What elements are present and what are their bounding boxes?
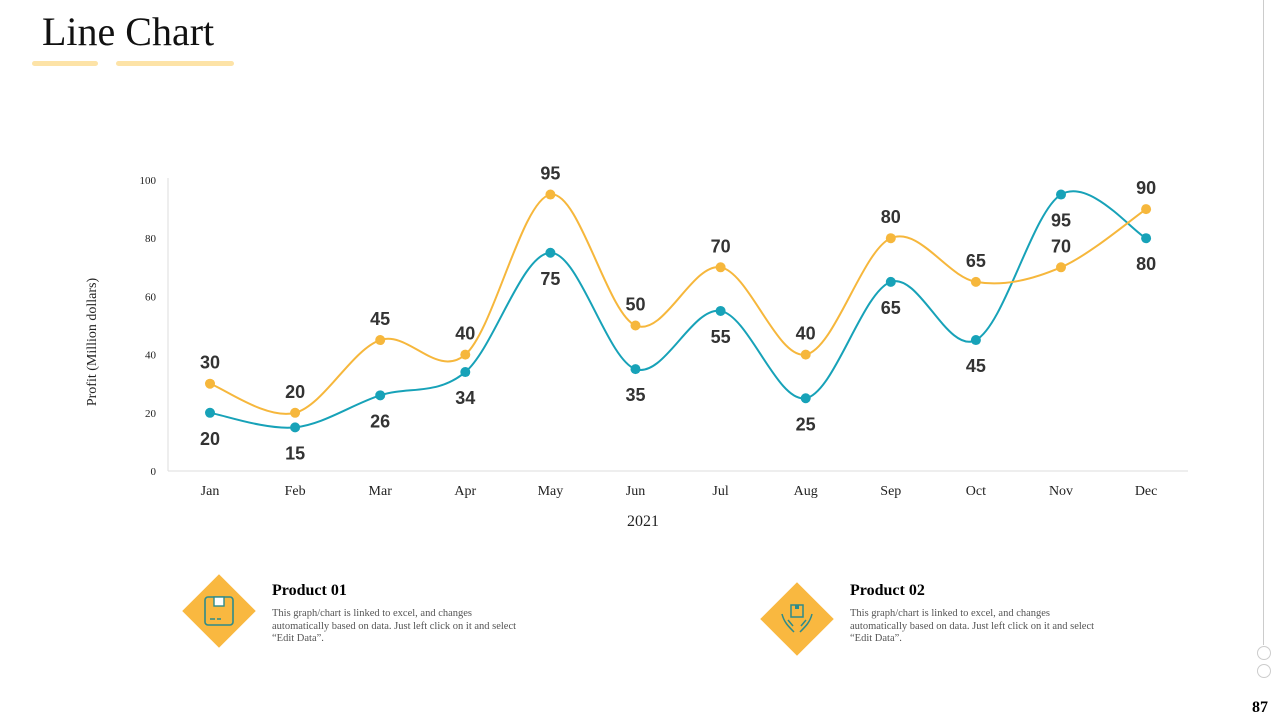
page-number: 87 [1252, 699, 1268, 716]
data-label: 45 [966, 356, 986, 376]
x-tick-label: May [538, 484, 564, 499]
data-point [375, 390, 386, 401]
x-tick-label: Jun [626, 484, 645, 499]
product-description: This graph/chart is linked to excel, and… [272, 608, 517, 644]
data-point [1141, 204, 1152, 215]
data-point [885, 233, 896, 244]
data-label: 95 [540, 164, 560, 184]
box-icon [204, 596, 234, 626]
data-label: 40 [796, 324, 816, 344]
x-tick-label: Aug [794, 484, 818, 499]
data-point [545, 247, 556, 258]
data-label: 20 [200, 429, 220, 449]
y-tick-label: 100 [140, 175, 157, 187]
data-point [1056, 189, 1066, 200]
x-tick-label: Jan [201, 484, 220, 499]
y-axis-label: Profit (Million dollars) [85, 278, 100, 407]
product-description: This graph/chart is linked to excel, and… [850, 608, 1095, 644]
data-label: 90 [1136, 178, 1156, 198]
series-line-2 [209, 193, 1147, 415]
data-label: 25 [796, 414, 816, 434]
data-label: 80 [881, 207, 901, 227]
data-label: 65 [966, 251, 986, 271]
data-label: 35 [625, 385, 645, 405]
data-point [630, 320, 641, 331]
y-tick-label: 80 [145, 233, 157, 245]
nav-dot[interactable] [1257, 664, 1271, 678]
product-title: Product 02 [850, 582, 925, 599]
data-point [1056, 262, 1066, 273]
x-tick-label: Apr [454, 484, 476, 499]
data-point [800, 349, 811, 360]
y-tick-label: 40 [145, 350, 157, 362]
x-axis-label: 2021 [627, 513, 659, 530]
data-point [715, 262, 726, 273]
line-chart: 0 20 40 60 80 100 Jan Feb Mar Apr May Jun Jul Aug Sep O… [85, 164, 1188, 530]
series-line-1 [209, 190, 1147, 429]
data-label: 45 [370, 309, 390, 329]
data-label: 34 [455, 388, 475, 408]
data-point [1141, 233, 1152, 244]
data-label: 65 [881, 298, 901, 318]
side-divider [1263, 0, 1264, 645]
data-label: 80 [1136, 254, 1156, 274]
title-underline [32, 61, 98, 66]
product-title: Product 01 [272, 582, 347, 599]
data-point [290, 407, 301, 418]
data-point [970, 276, 981, 287]
x-tick-label: Oct [966, 484, 986, 499]
data-label: 40 [455, 324, 475, 344]
nav-dot[interactable] [1257, 646, 1271, 660]
x-tick-label: Jul [712, 484, 728, 499]
data-label: 70 [1051, 236, 1071, 256]
data-label: 50 [625, 295, 645, 315]
y-tick-label: 20 [145, 408, 157, 420]
x-tick-label: Mar [369, 484, 393, 499]
data-point [375, 335, 386, 346]
hands-box-icon [781, 604, 813, 633]
data-label: 20 [285, 382, 305, 402]
data-point [205, 407, 215, 418]
data-label: 70 [711, 236, 731, 256]
data-point [885, 276, 896, 287]
data-label: 95 [1051, 211, 1071, 231]
x-tick-label: Sep [880, 484, 901, 499]
data-label: 15 [285, 443, 305, 463]
data-point [460, 349, 471, 360]
page-title: Line Chart [42, 9, 215, 54]
data-label: 26 [370, 411, 390, 431]
title-underline [116, 61, 234, 66]
data-label: 75 [540, 269, 560, 289]
y-tick-label: 0 [151, 466, 157, 478]
x-tick-label: Dec [1135, 484, 1158, 499]
data-point [800, 393, 811, 404]
x-tick-label: Nov [1049, 484, 1073, 499]
data-label: 55 [711, 327, 731, 347]
data-point [205, 378, 215, 389]
data-point [545, 189, 556, 200]
data-point [630, 364, 641, 375]
x-tick-label: Feb [285, 484, 306, 499]
data-point [970, 335, 981, 346]
data-label: 30 [200, 353, 220, 373]
data-point [460, 367, 471, 378]
data-point [715, 305, 726, 316]
y-tick-label: 60 [145, 291, 157, 303]
data-point [290, 422, 301, 433]
